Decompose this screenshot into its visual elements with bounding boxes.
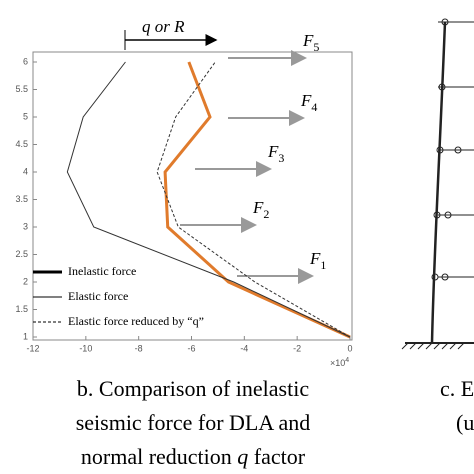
force-symbol: F (309, 249, 321, 268)
x-tick-label: -4 (240, 343, 248, 353)
force-symbol: F (302, 31, 314, 50)
caption: b. Comparison of inelastic (77, 376, 309, 401)
y-tick-label: 3 (23, 221, 28, 231)
force-sub: 4 (311, 100, 317, 114)
x-tick-label: 0 (347, 343, 352, 353)
right-caption: (u (456, 410, 474, 435)
force-sub: 2 (263, 207, 269, 221)
series-line (66, 61, 351, 338)
x-tick-label: -6 (187, 343, 195, 353)
legend-label: Elastic force reduced by “q” (68, 314, 204, 328)
y-tick-label: 5.5 (15, 84, 28, 94)
legend-label: Elastic force (68, 289, 128, 303)
force-sub: 5 (313, 40, 319, 54)
x-tick-label: -2 (293, 343, 301, 353)
y-tick-label: 2 (23, 276, 28, 286)
bracket-label: q or R (142, 17, 185, 36)
force-label: F3 (267, 142, 284, 165)
right-caption: c. E (440, 376, 474, 401)
force-label: F1 (309, 249, 326, 272)
y-tick-label: 4.5 (15, 139, 28, 149)
caption-part: q (237, 444, 248, 469)
caption: seismic force for DLA and (76, 410, 311, 435)
force-symbol: F (267, 142, 279, 161)
legend-label: Inelastic force (68, 264, 136, 278)
force-sub: 1 (320, 258, 326, 272)
series-line (163, 61, 351, 339)
y-tick-label: 1 (23, 331, 28, 341)
caption-part: factor (248, 444, 305, 469)
force-label: F5 (302, 31, 319, 54)
x-tick-label: -12 (26, 343, 39, 353)
y-tick-label: 2.5 (15, 249, 28, 259)
force-sub: 3 (278, 151, 284, 165)
y-tick-label: 1.5 (15, 304, 28, 314)
x-scale-label: ×104 (330, 357, 349, 369)
x-tick-label: -10 (79, 343, 92, 353)
x-scale-exp: 4 (345, 357, 349, 364)
x-scale-base: ×10 (330, 358, 345, 368)
caption-part: normal reduction (81, 444, 237, 469)
y-tick-label: 3.5 (15, 194, 28, 204)
building-sketch (401, 18, 474, 350)
force-label: F2 (252, 198, 269, 221)
y-tick-label: 5 (23, 111, 28, 121)
series-line (156, 61, 351, 338)
force-label: F4 (300, 91, 317, 114)
x-tick-label: -8 (135, 343, 143, 353)
caption: normal reduction q factor (81, 444, 306, 469)
plot-frame (32, 51, 353, 341)
force-symbol: F (252, 198, 264, 217)
force-symbol: F (300, 91, 312, 110)
y-tick-label: 6 (23, 56, 28, 66)
y-tick-label: 4 (23, 166, 28, 176)
